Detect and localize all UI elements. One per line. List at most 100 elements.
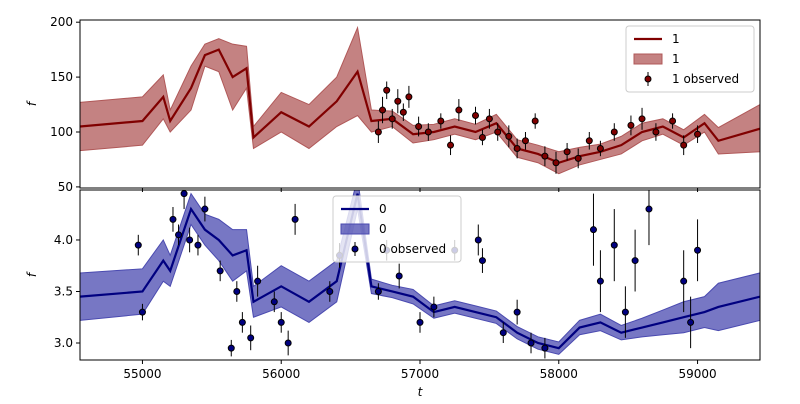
observed-point — [238, 318, 246, 326]
legend-box — [625, 25, 755, 93]
observed-point — [627, 121, 635, 129]
observed-point — [505, 132, 513, 140]
legend-patch — [340, 223, 370, 235]
observed-point — [638, 115, 646, 123]
observed-point — [138, 308, 146, 316]
plot-area — [80, 25, 760, 175]
observed-point — [379, 106, 387, 114]
y-tick-label: 4.0 — [54, 233, 73, 247]
observed-point — [694, 246, 702, 254]
observed-point — [680, 141, 688, 149]
observed-point — [521, 137, 529, 145]
x-axis-label: t — [418, 385, 424, 399]
legend-marker — [351, 245, 359, 253]
observed-point — [326, 287, 334, 295]
observed-point — [527, 339, 535, 347]
observed-point — [455, 106, 463, 114]
observed-point — [478, 133, 486, 141]
observed-point — [531, 117, 539, 125]
x-tick-label: 59000 — [678, 367, 716, 381]
x-tick-label: 57000 — [401, 367, 439, 381]
y-tick-label: 50 — [58, 180, 73, 194]
observed-point — [216, 267, 224, 275]
observed-point — [270, 298, 278, 306]
observed-point — [405, 93, 413, 101]
observed-point — [180, 190, 188, 198]
observed-point — [621, 308, 629, 316]
observed-point — [645, 205, 653, 213]
y-tick-label: 3.0 — [54, 336, 73, 350]
observed-point — [284, 339, 292, 347]
observed-point — [563, 148, 571, 156]
observed-point — [247, 334, 255, 342]
observed-point — [233, 287, 241, 295]
legend-label: 0 observed — [379, 242, 446, 256]
observed-point — [374, 287, 382, 295]
legend-marker — [644, 75, 652, 83]
observed-point — [175, 231, 183, 239]
legend-box — [332, 195, 462, 263]
observed-point — [415, 123, 423, 131]
observed-point — [194, 241, 202, 249]
observed-point — [574, 154, 582, 162]
observed-point — [388, 115, 396, 123]
observed-point — [227, 344, 235, 352]
x-tick-label: 58000 — [540, 367, 578, 381]
observed-point — [513, 308, 521, 316]
model-line — [80, 48, 760, 164]
observed-point — [494, 128, 502, 136]
y-tick-label: 3.5 — [54, 284, 73, 298]
observed-point — [394, 97, 402, 105]
model-line — [80, 193, 760, 350]
observed-point — [552, 159, 560, 167]
observed-point — [631, 257, 639, 265]
y-tick-label: 200 — [50, 15, 73, 29]
observed-point — [474, 236, 482, 244]
legend-patch — [633, 53, 663, 65]
observed-point — [169, 215, 177, 223]
observed-point — [541, 344, 549, 352]
observed-point — [277, 318, 285, 326]
observed-point — [383, 86, 391, 94]
observed-point — [430, 303, 438, 311]
observed-point — [472, 112, 480, 120]
observed-point — [694, 130, 702, 138]
observed-point — [610, 241, 618, 249]
observed-point — [395, 272, 403, 280]
observed-point — [447, 141, 455, 149]
confidence-band — [80, 190, 760, 355]
observed-point — [499, 329, 507, 337]
confidence-band — [80, 25, 760, 175]
observed-point — [399, 108, 407, 116]
x-tick-label: 56000 — [262, 367, 300, 381]
y-tick-label: 100 — [50, 125, 73, 139]
observed-point — [254, 277, 262, 285]
legend: 1 1 1 observed — [625, 25, 755, 93]
legend-label: 0 — [379, 202, 387, 216]
observed-point — [585, 137, 593, 145]
observed-point — [291, 215, 299, 223]
legend-label: 1 observed — [672, 72, 739, 86]
observed-point — [513, 144, 521, 152]
observed-point — [424, 128, 432, 136]
observed-point — [134, 241, 142, 249]
observed-point — [596, 277, 604, 285]
observed-point — [596, 144, 604, 152]
legend-label: 1 — [672, 52, 680, 66]
y-tick-label: 150 — [50, 70, 73, 84]
observed-point — [485, 115, 493, 123]
observed-point — [541, 152, 549, 160]
legend-label: 0 — [379, 222, 387, 236]
observed-point — [437, 117, 445, 125]
observed-point — [610, 128, 618, 136]
x-tick-label: 55000 — [123, 367, 161, 381]
observed-point — [680, 277, 688, 285]
observed-point — [478, 257, 486, 265]
observed-point — [186, 236, 194, 244]
observed-point — [669, 117, 677, 125]
observed-point — [589, 226, 597, 234]
observed-point — [416, 318, 424, 326]
y-axis-label: f — [25, 271, 39, 277]
legend-label: 1 — [672, 32, 680, 46]
